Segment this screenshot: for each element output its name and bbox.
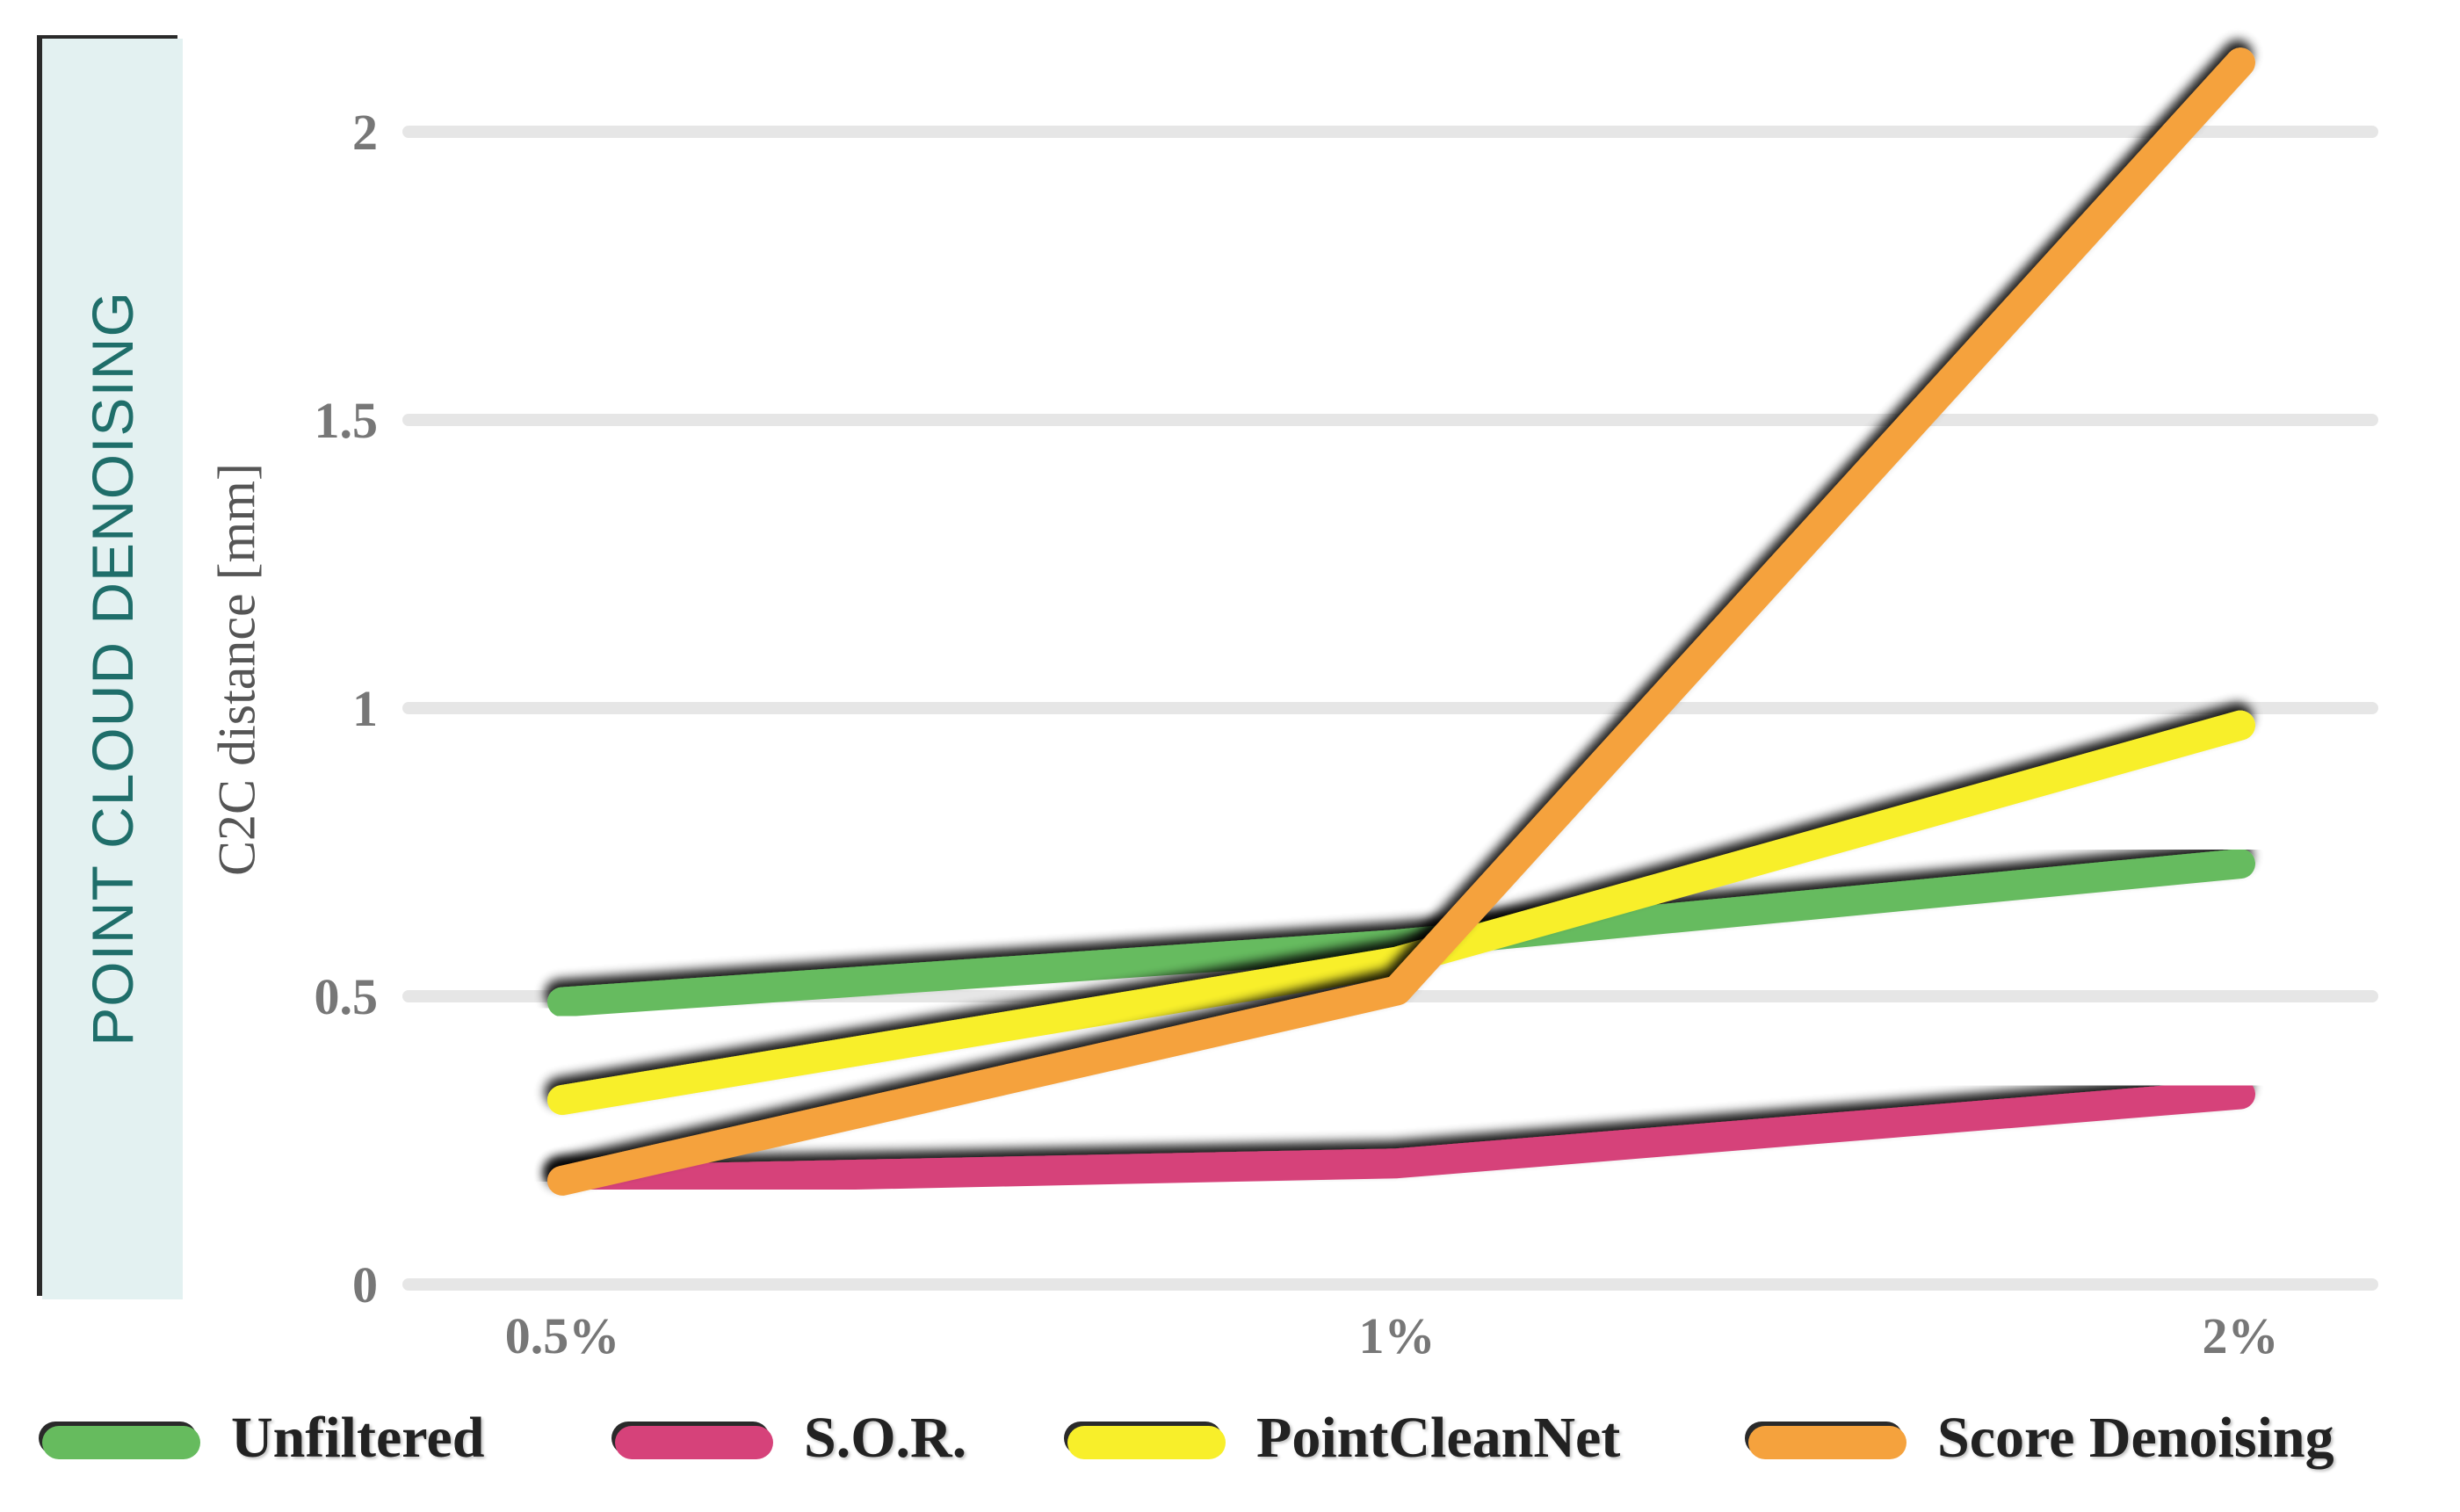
x-tick-label: 0.5% [505,1307,620,1364]
series-line-pointcleannet [547,710,2255,1116]
y-tick-label: 2 [352,104,378,161]
y-tick-label: 1.5 [315,392,379,449]
y-tick-label: 0.5 [315,968,379,1025]
side-banner [42,39,183,1299]
legend-swatch [42,1426,200,1459]
legend-swatch [1748,1426,1906,1459]
x-tick-label: 2% [2203,1307,2279,1364]
series-line-unfiltered [547,849,2255,1017]
x-tick-layer: 0.5% 1% 2% [505,1307,2279,1364]
y-tick-layer: 0 0.5 1 1.5 2 [315,104,379,1313]
legend-label: Unfiltered [231,1406,485,1470]
series-line-score-denoising [547,47,2255,1196]
y-tick-label: 1 [352,680,378,737]
series-layer [547,47,2255,1196]
line-chart: 0 0.5 1 1.5 2 0.5% 1% 2% [315,47,2378,1364]
legend-label: PointCleanNet [1256,1406,1621,1470]
legend-label: Score Denoising [1937,1406,2334,1470]
series-line-s-o-r [547,1079,2255,1196]
legend-swatch [1067,1426,1226,1459]
y-tick-label: 0 [352,1256,378,1313]
x-tick-label: 1% [1359,1307,1436,1364]
legend-swatch [615,1426,773,1459]
legend: Unfiltered S.O.R. PointCleanNet Score Denoi… [0,1401,2460,1489]
legend-label: S.O.R. [804,1406,967,1470]
